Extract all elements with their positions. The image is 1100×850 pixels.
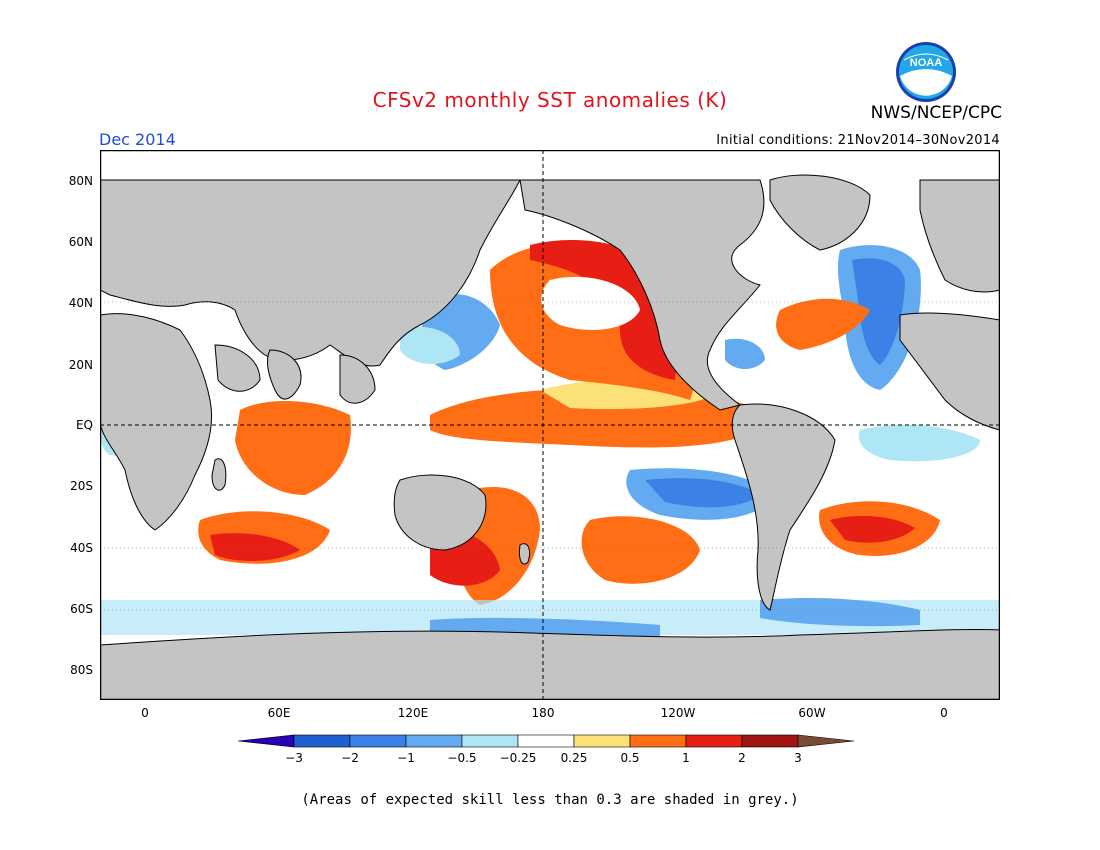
colorbar-tick-label: 0.5 [620,751,640,765]
colorbar-tick-label: −3 [285,751,303,765]
colorbar-tick-label: −0.25 [499,751,537,765]
lat-label-40n: 40N [68,296,93,310]
lat-label-40s: 40S [70,541,93,555]
sst-anomaly-map [100,150,1000,700]
noaa-logo: NOAA [896,42,956,102]
australia-land [393,474,487,551]
colorbar-tick-label: −0.5 [447,751,477,765]
south-america-land [731,403,836,611]
lon-label-0-east: 0 [940,706,948,720]
colorbar [238,734,855,748]
lat-label-20n: 20N [68,358,93,372]
eurasia-land [100,179,521,367]
colorbar-cell [741,734,799,748]
colorbar-cell [629,734,687,748]
lat-label-80s: 80S [70,663,93,677]
colorbar-arrow-low [238,734,295,748]
colorbar-cell [461,734,519,748]
chart-title: CFSv2 monthly SST anomalies (K) [372,88,728,112]
noaa-logo-text: NOAA [910,57,942,69]
organization-label: NWS/NCEP/CPC [870,103,1002,123]
colorbar-tick-label: 2 [738,751,746,765]
colorbar-tick-label: −1 [397,751,415,765]
colorbar-cell [517,734,575,748]
colorbar-arrow-high [797,734,855,748]
colorbar-cell [685,734,743,748]
lat-label-60s: 60S [70,602,93,616]
land-masses [100,174,1000,700]
colorbar-cell [405,734,463,748]
colorbar-cell [293,734,351,748]
india-land [267,349,302,400]
southeast-asia-land [339,354,376,404]
madagascar-land [211,458,227,491]
lon-label-120w: 120W [660,706,696,720]
colorbar-tick-label: 0.25 [560,751,588,765]
lon-label-0-west: 0 [141,706,149,720]
arabia-land [214,344,261,392]
new-zealand-land [519,543,531,565]
colorbar-tick-label: 3 [794,751,802,765]
antarctica-land [100,628,1000,700]
lon-label-120e: 120E [397,706,429,720]
lon-label-180: 180 [531,706,555,720]
africa-land [100,313,213,531]
lat-label-eq: EQ [75,418,93,432]
europe-east-land [919,179,1000,293]
colorbar-cell [349,734,407,748]
greenland-land [769,174,871,251]
lat-label-20s: 20S [70,479,93,493]
lon-label-60w: 60W [798,706,826,720]
colorbar-cells [238,734,855,748]
africa-west-land [899,312,1000,431]
lat-label-80n: 80N [68,174,93,188]
reference-lines [100,150,1000,700]
lat-label-60n: 60N [68,235,93,249]
colorbar-tick-label: 1 [682,751,690,765]
colorbar-cell [573,734,631,748]
map-frame [100,150,1000,700]
skill-footnote: (Areas of expected skill less than 0.3 a… [301,792,799,808]
colorbar-tick-label: −2 [341,751,359,765]
initial-conditions-label: Initial conditions: 21Nov2014–30Nov2014 [716,133,1000,148]
north-america-land [519,179,765,411]
forecast-month: Dec 2014 [99,130,176,149]
lon-label-60e: 60E [267,706,291,720]
